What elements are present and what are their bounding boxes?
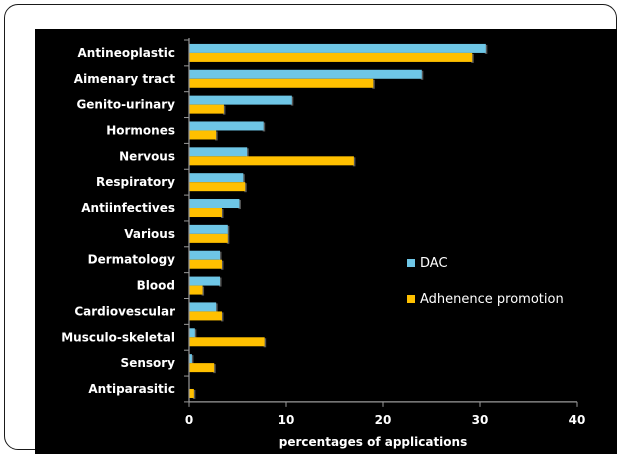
- bar-adherence-7: [189, 233, 228, 243]
- bar-dac-7: [189, 224, 228, 234]
- category-label: Genito-urinary: [76, 98, 175, 112]
- bar-shadow: [372, 79, 375, 89]
- x-tick-label: 40: [569, 413, 586, 427]
- bar-shadow: [352, 157, 356, 167]
- bar-shadow: [222, 105, 226, 115]
- bar-shadow: [263, 338, 267, 348]
- bar-dac-0: [189, 43, 486, 53]
- category-label: Respiratory: [96, 175, 175, 189]
- category-label: Hormones: [106, 123, 175, 137]
- bar-adherence-1: [189, 78, 374, 88]
- bar-shadow: [244, 183, 247, 193]
- x-axis-title: percentages of applications: [279, 435, 467, 449]
- bar-adherence-11: [189, 337, 265, 347]
- bar-dac-4: [189, 147, 248, 157]
- bar-shadow: [420, 70, 424, 80]
- bar-shadow: [213, 364, 216, 374]
- category-label: Cardiovescular: [74, 304, 175, 318]
- bar-shadow: [219, 277, 222, 287]
- bar-shadow: [220, 209, 224, 219]
- bar-adherence-10: [189, 311, 222, 321]
- legend-swatch-adherence: [407, 295, 415, 303]
- bar-dac-6: [189, 199, 240, 209]
- bar-shadow: [484, 44, 488, 54]
- bar-dac-11: [189, 328, 195, 338]
- bar-shadow: [290, 96, 294, 106]
- bar-adherence-9: [189, 285, 203, 295]
- x-tick-label: 0: [185, 413, 193, 427]
- bar-dac-3: [189, 121, 264, 131]
- bar-shadow: [220, 312, 224, 322]
- bar-dac-2: [189, 95, 292, 105]
- bar-adherence-2: [189, 104, 224, 114]
- bar-shadow: [215, 131, 218, 141]
- category-label: Antiparasitic: [88, 382, 175, 396]
- bar-shadow: [192, 389, 196, 399]
- bar-dac-8: [189, 250, 221, 260]
- category-label: Antiinfectives: [81, 201, 175, 215]
- bar-shadow: [226, 234, 230, 244]
- bar-shadow: [262, 122, 266, 132]
- bar-shadow: [238, 200, 241, 210]
- category-label: Blood: [137, 279, 175, 293]
- bar-shadow: [226, 225, 230, 235]
- bar-shadow: [242, 174, 245, 184]
- x-tick-label: 10: [278, 413, 295, 427]
- bar-shadow: [471, 53, 474, 63]
- bar-adherence-12: [189, 363, 215, 373]
- legend-label-adherence: Adhenence promotion: [420, 292, 564, 307]
- x-tick-label: 30: [472, 413, 489, 427]
- category-label: Antineoplastic: [77, 46, 175, 60]
- bar-shadow: [215, 303, 218, 313]
- bar-adherence-6: [189, 208, 222, 218]
- bar-shadow: [190, 355, 194, 365]
- bar-shadow: [219, 251, 222, 261]
- bar-adherence-5: [189, 182, 246, 192]
- category-label: Musculo-skeletal: [61, 330, 175, 344]
- chart-background: [35, 29, 617, 454]
- bar-dac-5: [189, 173, 244, 183]
- bar-adherence-4: [189, 156, 354, 166]
- bar-shadow: [201, 286, 205, 296]
- category-label: Various: [124, 227, 175, 241]
- category-label: Dermatology: [88, 253, 176, 267]
- legend-label-dac: DAC: [420, 256, 448, 271]
- bar-shadow: [246, 148, 249, 158]
- bar-dac-12: [189, 354, 192, 364]
- bar-adherence-8: [189, 259, 222, 269]
- bar-shadow: [220, 260, 224, 270]
- category-label: Nervous: [119, 149, 175, 163]
- bar-adherence-3: [189, 130, 217, 140]
- legend-swatch-dac: [407, 259, 415, 267]
- bar-dac-9: [189, 276, 221, 286]
- bar-dac-1: [189, 69, 422, 79]
- bar-adherence-0: [189, 52, 473, 62]
- x-tick-label: 20: [375, 413, 392, 427]
- category-label: Aimenary tract: [74, 72, 175, 86]
- bar-dac-10: [189, 302, 217, 312]
- category-label: Sensory: [121, 356, 176, 370]
- bar-shadow: [193, 329, 197, 339]
- bar-adherence-13: [189, 388, 194, 398]
